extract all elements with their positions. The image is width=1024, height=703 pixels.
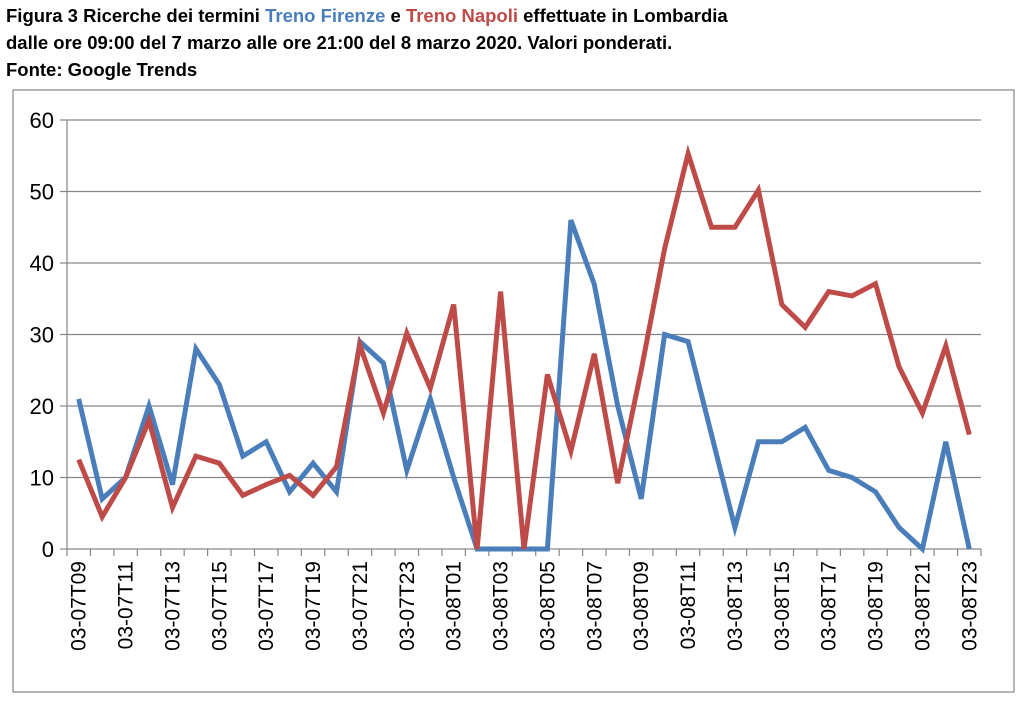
y-tick-label: 40 [30, 251, 54, 276]
x-tick-label: 03-07T11 [115, 561, 138, 649]
x-tick-label: 03-07T13 [161, 561, 184, 651]
x-tick-label: 03-08T09 [630, 561, 653, 651]
caption-text-1b: e [385, 5, 406, 26]
figure-caption: Figura 3 Ricerche dei termini Treno Fire… [6, 2, 1016, 83]
x-tick-label: 03-08T01 [443, 561, 466, 651]
y-tick-label: 30 [30, 323, 54, 348]
y-tick-label: 20 [30, 394, 54, 419]
gridlines [67, 119, 981, 479]
x-tick-label: 03-08T23 [958, 561, 981, 651]
y-tick-label: 0 [42, 537, 54, 562]
y-tick-label: 50 [30, 180, 54, 205]
x-tick-label: 03-08T15 [771, 561, 794, 651]
caption-line-3: Fonte: Google Trends [6, 59, 198, 80]
series-line-treno-napoli [76, 144, 972, 550]
x-tick-label: 03-08T17 [818, 561, 841, 651]
x-tick-label: 03-07T17 [255, 561, 278, 651]
x-tick-label: 03-08T21 [911, 561, 934, 651]
x-tick-label: 03-08T19 [865, 561, 888, 651]
x-tick-label: 03-08T11 [677, 561, 700, 649]
x-tick-label: 03-07T23 [396, 561, 419, 651]
x-tick-label: 03-07T21 [349, 561, 372, 651]
caption-line-2: dalle ore 09:00 del 7 marzo alle ore 21:… [6, 32, 673, 53]
caption-line-1: Figura 3 Ricerche dei termini Treno Fire… [6, 2, 1016, 29]
series-firenze-term: Treno Firenze [265, 5, 386, 26]
x-tick-label: 03-08T07 [583, 561, 606, 651]
x-tick-label: 03-07T15 [208, 561, 231, 651]
x-tick-label: 03-07T19 [302, 561, 325, 651]
y-axis-ticks: 0 10 20 30 40 50 60 [30, 108, 67, 562]
series-napoli-term: Treno Napoli [405, 5, 518, 26]
caption-text-1c: effettuate in Lombardia [518, 5, 728, 26]
series-lines [76, 144, 972, 554]
x-axis-ticks: 03-07T09 03-07T11 03-07T13 03-07T15 03-07T17… [66, 549, 982, 651]
chart-frame [12, 89, 1015, 693]
y-tick-label: 60 [30, 108, 54, 133]
x-tick-label: 03-08T05 [536, 561, 559, 651]
y-tick-label: 10 [30, 466, 54, 491]
x-tick-label: 03-07T09 [68, 561, 91, 651]
x-tick-label: 03-08T13 [724, 561, 747, 651]
x-tick-label: 03-08T03 [490, 561, 513, 651]
caption-text-1a: Figura 3 Ricerche dei termini [6, 5, 266, 26]
